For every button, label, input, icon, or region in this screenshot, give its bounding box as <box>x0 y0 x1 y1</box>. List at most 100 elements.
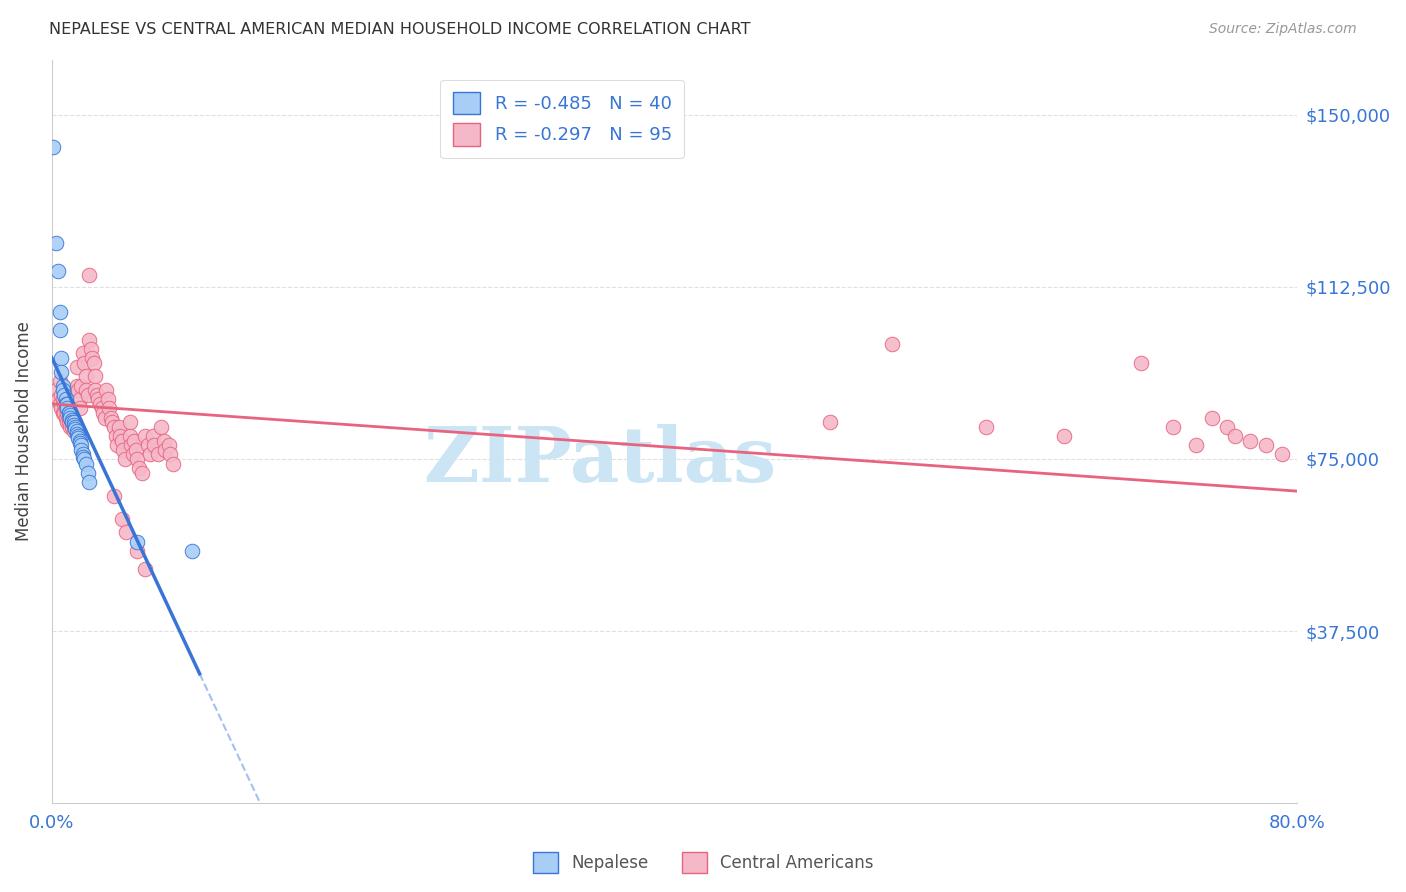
Point <box>882 337 904 351</box>
Point <box>59 410 82 425</box>
Point <box>180 543 202 558</box>
Point <box>66 426 89 441</box>
Point <box>59 409 82 423</box>
Point <box>77 333 100 347</box>
Point <box>162 457 184 471</box>
Point <box>98 401 121 416</box>
Point <box>79 342 101 356</box>
Point <box>46 392 69 407</box>
Point <box>114 452 136 467</box>
Point <box>70 442 93 457</box>
Point <box>1223 429 1246 443</box>
Point <box>84 369 107 384</box>
Point <box>115 525 138 540</box>
Point <box>66 425 89 439</box>
Point <box>146 447 169 461</box>
Point <box>1216 420 1239 434</box>
Point <box>70 378 93 392</box>
Point <box>69 434 91 448</box>
Point <box>56 415 79 429</box>
Point <box>149 420 172 434</box>
Point <box>125 442 148 457</box>
Point <box>52 392 75 407</box>
Point <box>134 562 156 576</box>
Point <box>122 434 145 448</box>
Point <box>52 383 75 397</box>
Point <box>107 420 129 434</box>
Point <box>155 442 177 457</box>
Point <box>93 410 115 425</box>
Point <box>136 438 159 452</box>
Point <box>82 351 104 365</box>
Point <box>66 378 89 392</box>
Point <box>53 397 76 411</box>
Point <box>118 415 141 429</box>
Point <box>97 392 120 407</box>
Point <box>139 447 162 461</box>
Point <box>60 413 83 427</box>
Point <box>62 417 84 432</box>
Point <box>48 374 70 388</box>
Point <box>73 452 96 467</box>
Point <box>112 442 135 457</box>
Point <box>72 450 94 464</box>
Point <box>67 431 90 445</box>
Point <box>111 434 134 448</box>
Point <box>72 346 94 360</box>
Point <box>77 475 100 489</box>
Point <box>77 268 100 283</box>
Text: NEPALESE VS CENTRAL AMERICAN MEDIAN HOUSEHOLD INCOME CORRELATION CHART: NEPALESE VS CENTRAL AMERICAN MEDIAN HOUS… <box>49 22 751 37</box>
Point <box>48 397 70 411</box>
Point <box>58 410 80 425</box>
Point <box>1053 429 1076 443</box>
Point <box>62 415 84 429</box>
Point <box>100 410 122 425</box>
Point <box>56 397 79 411</box>
Point <box>127 452 149 467</box>
Text: ZIPatlas: ZIPatlas <box>423 425 776 499</box>
Point <box>87 392 110 407</box>
Point <box>52 378 75 392</box>
Point <box>153 434 176 448</box>
Point <box>1185 438 1208 452</box>
Point <box>48 323 70 337</box>
Point <box>45 383 67 397</box>
Point <box>86 388 108 402</box>
Point <box>91 406 114 420</box>
Point <box>96 383 118 397</box>
Point <box>134 429 156 443</box>
Point <box>105 438 128 452</box>
Point <box>56 401 79 416</box>
Point <box>110 429 132 443</box>
Point <box>60 420 83 434</box>
Text: Source: ZipAtlas.com: Source: ZipAtlas.com <box>1209 22 1357 37</box>
Point <box>60 415 83 429</box>
Point <box>1130 355 1153 369</box>
Point <box>49 351 72 365</box>
Point <box>69 392 91 407</box>
Point <box>63 415 86 429</box>
Point <box>49 388 72 402</box>
Point <box>69 436 91 450</box>
Point <box>1239 434 1261 448</box>
Point <box>63 420 86 434</box>
Point <box>127 543 149 558</box>
Point <box>75 369 97 384</box>
Point <box>159 447 181 461</box>
Legend: Nepalese, Central Americans: Nepalese, Central Americans <box>526 846 880 880</box>
Point <box>73 355 96 369</box>
Point <box>118 429 141 443</box>
Point <box>101 415 124 429</box>
Point <box>76 466 98 480</box>
Point <box>1201 410 1223 425</box>
Point <box>55 392 77 407</box>
Point <box>55 397 77 411</box>
Point <box>131 466 153 480</box>
Legend: R = -0.485   N = 40, R = -0.297   N = 95: R = -0.485 N = 40, R = -0.297 N = 95 <box>440 79 685 158</box>
Point <box>127 534 149 549</box>
Point <box>121 447 143 461</box>
Point <box>66 360 89 375</box>
Point <box>90 401 112 416</box>
Point <box>1254 438 1277 452</box>
Point <box>157 438 180 452</box>
